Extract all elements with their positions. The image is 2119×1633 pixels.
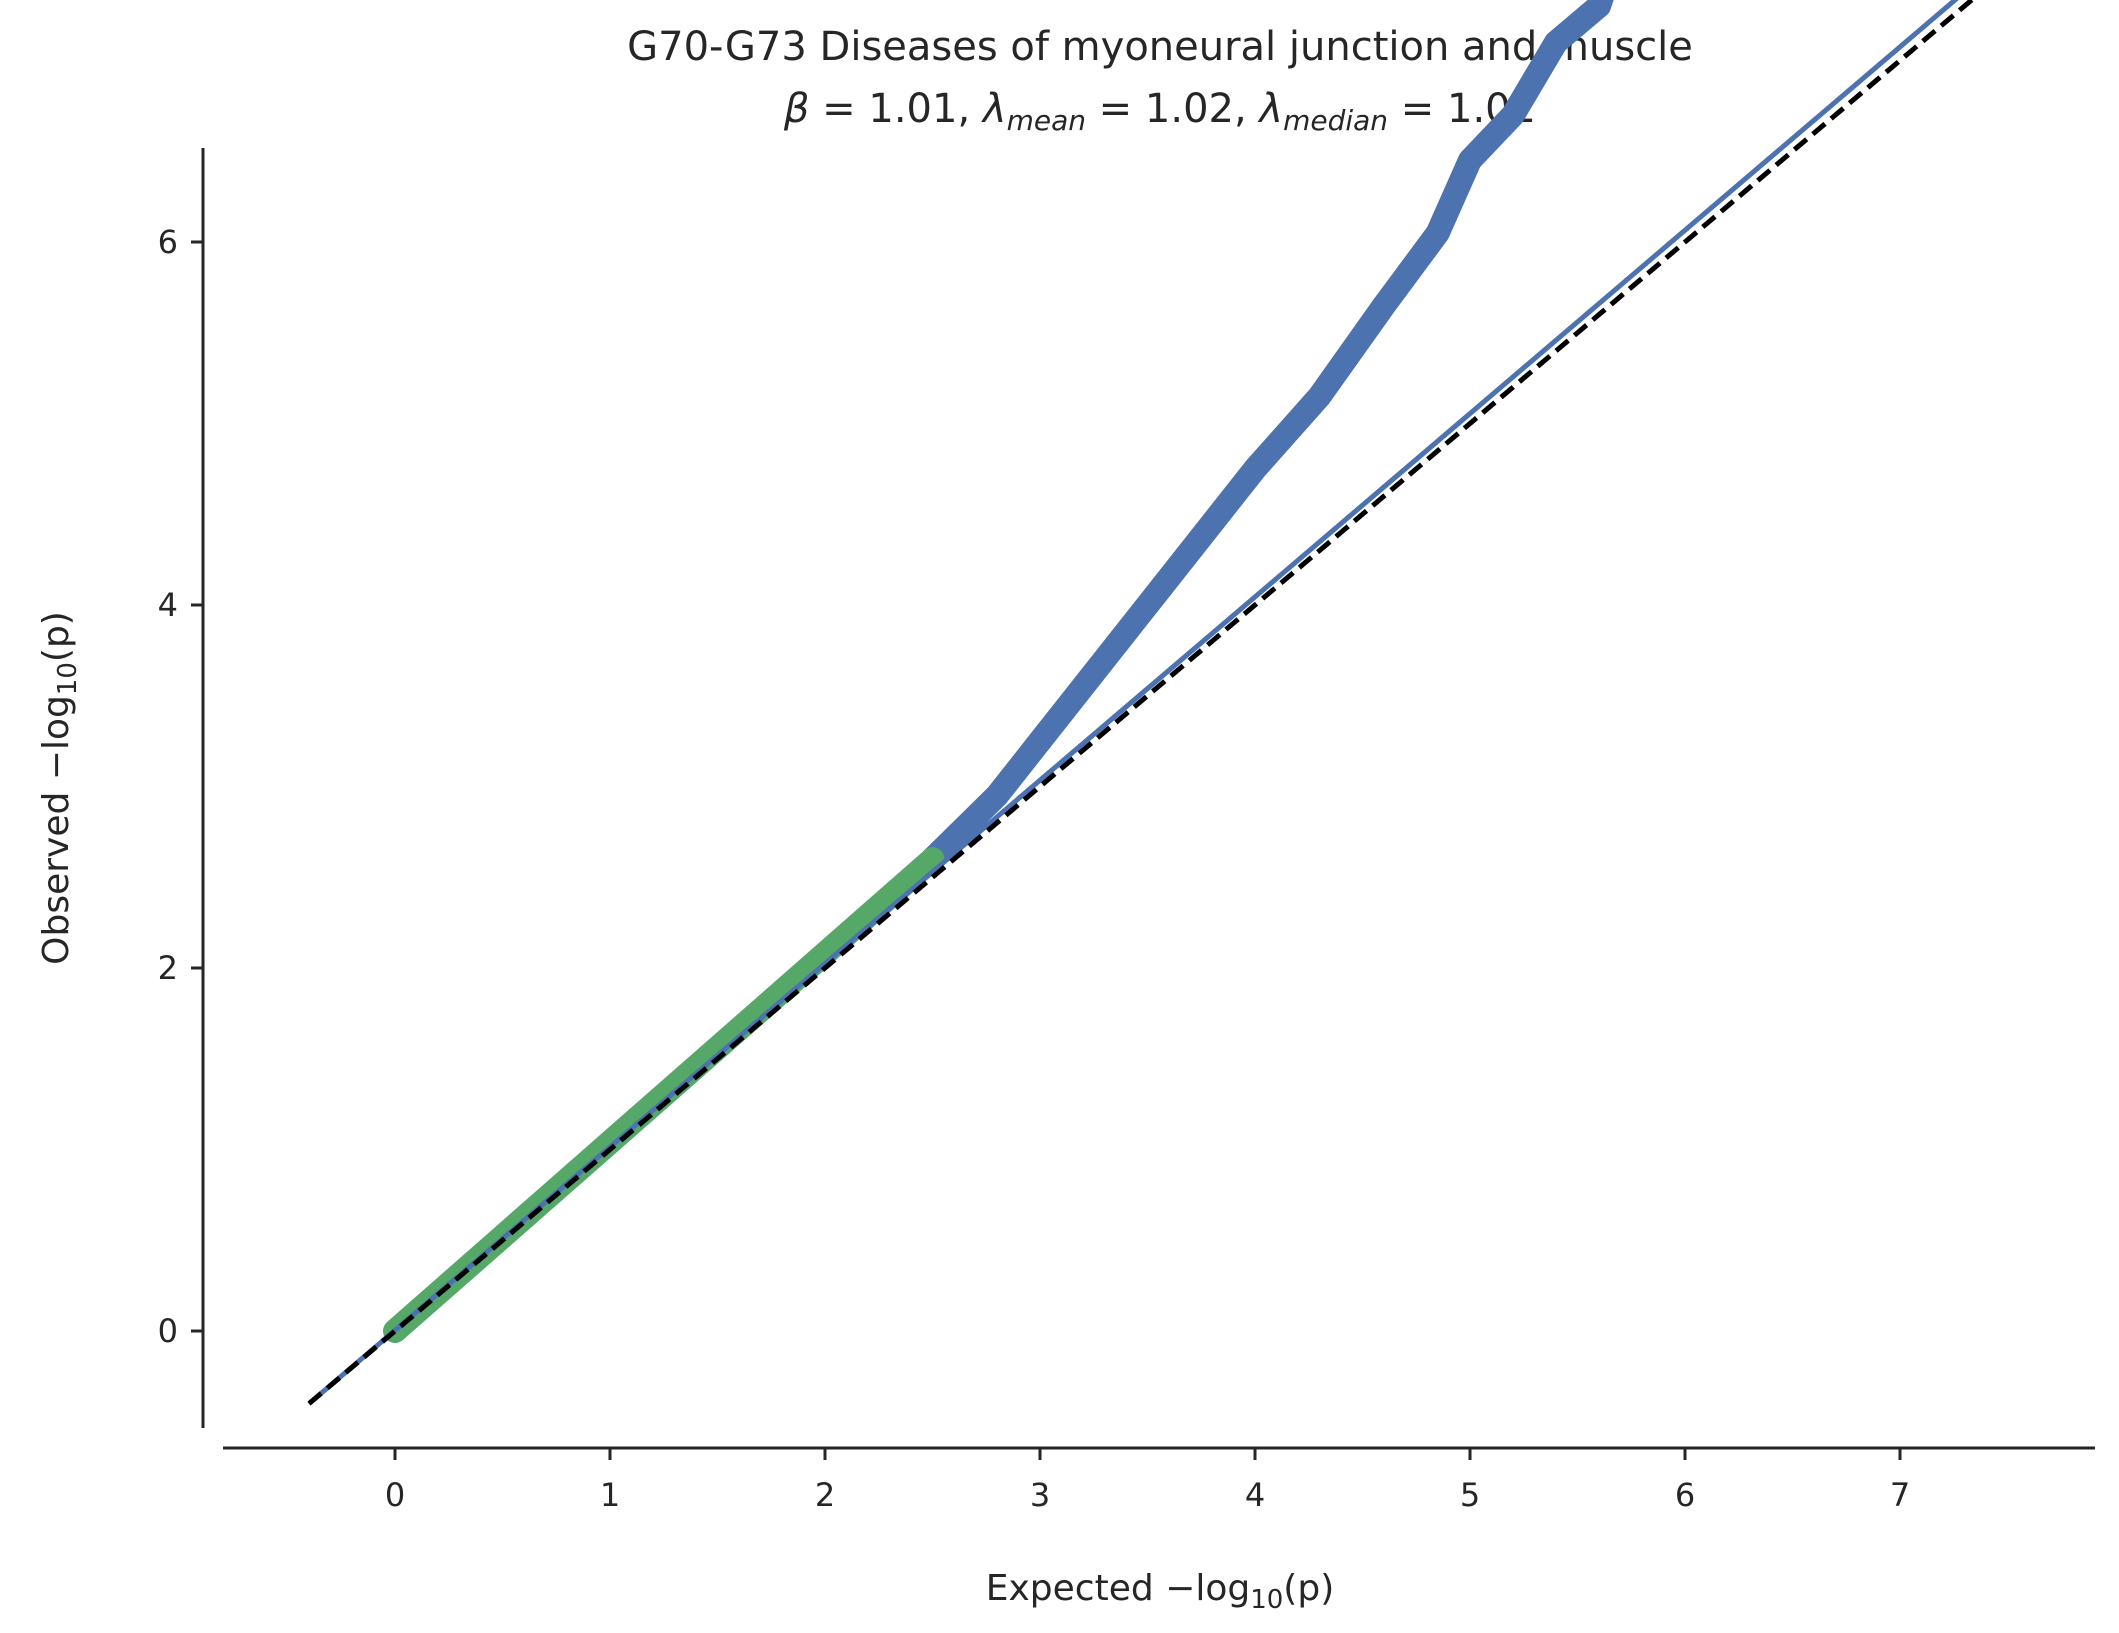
y-axis-label: Observed −log10(p): [36, 611, 83, 965]
x-tick-label: 4: [1245, 1476, 1265, 1514]
x-axis-label: Expected −log10(p): [986, 1568, 1335, 1615]
chart-subtitle: β = 1.01, λmean = 1.02, λmedian = 1.02: [783, 86, 1536, 137]
y-axis-label-sub: 10: [53, 662, 83, 695]
lambda-median-subscript: median: [1283, 104, 1388, 137]
chart-title: G70-G73 Diseases of myoneural junction a…: [627, 24, 1693, 70]
y-tick-label: 4: [158, 586, 178, 624]
x-tick-label: 6: [1675, 1476, 1695, 1514]
lambda-mean-symbol: λ: [981, 86, 1007, 132]
lambda-mean-subscript: mean: [1007, 104, 1086, 137]
x-tick-label: 7: [1890, 1476, 1910, 1514]
lambda-median-symbol: λ: [1257, 86, 1283, 132]
x-tick-label: 2: [815, 1476, 835, 1514]
x-axis-label-prefix: Expected −log: [986, 1568, 1250, 1609]
identity-line: [307, 0, 1976, 1406]
x-tick-label: 1: [600, 1476, 620, 1514]
beta-value: 1.01: [868, 86, 957, 132]
y-tick-label: 6: [158, 223, 178, 261]
x-tick-label: 5: [1460, 1476, 1480, 1514]
y-ticks: 024681012: [158, 223, 203, 1350]
x-ticks: 0 1 2 3 4 5 6 7: [385, 1448, 1910, 1514]
y-tick-label: 2: [158, 949, 178, 987]
lambda-mean-value: 1.02: [1145, 86, 1234, 132]
blue-observed-curve: [920, 0, 1614, 872]
y-axis-label-suffix: (p): [36, 611, 77, 662]
plot-area: [307, 0, 1976, 1406]
x-tick-label: 3: [1030, 1476, 1050, 1514]
y-tick-label: 0: [158, 1312, 178, 1350]
x-axis-label-sub: 10: [1250, 1585, 1283, 1615]
y-axis-label-prefix: Observed −log: [36, 695, 77, 965]
beta-symbol: β: [783, 86, 810, 132]
x-tick-label: 0: [385, 1476, 405, 1514]
x-axis-label-suffix: (p): [1283, 1568, 1334, 1609]
